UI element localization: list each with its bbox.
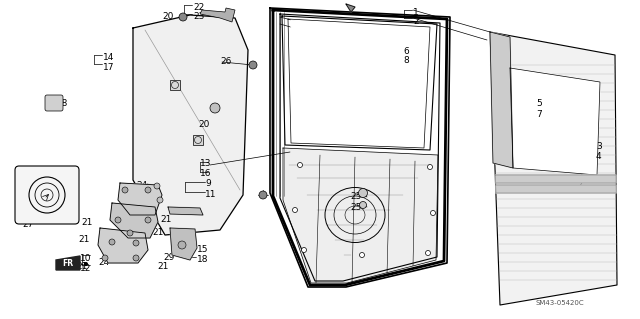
Text: 15: 15 bbox=[197, 245, 209, 254]
Circle shape bbox=[301, 248, 307, 253]
Circle shape bbox=[179, 13, 187, 21]
Text: 8: 8 bbox=[403, 56, 409, 65]
Text: 19: 19 bbox=[173, 207, 184, 216]
Text: 22: 22 bbox=[193, 3, 204, 12]
Text: 21: 21 bbox=[82, 218, 93, 227]
Text: SM43-05420C: SM43-05420C bbox=[535, 300, 584, 306]
Circle shape bbox=[178, 241, 186, 249]
Polygon shape bbox=[346, 4, 355, 12]
Text: 24: 24 bbox=[99, 258, 110, 267]
Polygon shape bbox=[56, 256, 80, 270]
Polygon shape bbox=[490, 32, 513, 168]
Circle shape bbox=[428, 165, 433, 169]
Circle shape bbox=[210, 103, 220, 113]
Polygon shape bbox=[490, 32, 617, 305]
Circle shape bbox=[360, 253, 365, 257]
Text: 17: 17 bbox=[103, 63, 115, 72]
Text: 9: 9 bbox=[205, 179, 211, 188]
Circle shape bbox=[133, 240, 139, 246]
Polygon shape bbox=[133, 15, 248, 235]
FancyBboxPatch shape bbox=[15, 166, 79, 224]
Text: 20: 20 bbox=[162, 12, 173, 21]
Text: 25: 25 bbox=[351, 203, 362, 212]
Polygon shape bbox=[170, 228, 197, 260]
Text: 21: 21 bbox=[160, 215, 172, 224]
Text: 13: 13 bbox=[200, 159, 211, 168]
Text: 25: 25 bbox=[351, 192, 362, 201]
Text: 12: 12 bbox=[79, 264, 91, 273]
Text: 21: 21 bbox=[157, 262, 168, 271]
Text: FR: FR bbox=[62, 259, 73, 269]
Circle shape bbox=[431, 211, 435, 216]
Text: 29: 29 bbox=[164, 253, 175, 262]
Text: 1: 1 bbox=[413, 8, 419, 17]
Polygon shape bbox=[118, 183, 162, 215]
Text: 20: 20 bbox=[198, 120, 209, 129]
Text: 10: 10 bbox=[79, 254, 91, 263]
Text: 3: 3 bbox=[596, 142, 602, 151]
Circle shape bbox=[127, 230, 133, 236]
Bar bbox=[193, 135, 203, 145]
Circle shape bbox=[298, 162, 303, 167]
Text: 5: 5 bbox=[536, 99, 541, 108]
Circle shape bbox=[122, 187, 128, 193]
Text: 21: 21 bbox=[79, 235, 90, 244]
Text: 16: 16 bbox=[200, 169, 211, 178]
Polygon shape bbox=[495, 185, 616, 193]
Polygon shape bbox=[200, 8, 235, 22]
Circle shape bbox=[249, 61, 257, 69]
Circle shape bbox=[259, 191, 267, 199]
Circle shape bbox=[102, 255, 108, 261]
Circle shape bbox=[145, 217, 151, 223]
Text: 21: 21 bbox=[77, 262, 88, 271]
Polygon shape bbox=[98, 228, 148, 263]
Text: 24: 24 bbox=[137, 181, 148, 190]
Text: 11: 11 bbox=[205, 190, 216, 199]
Text: 28: 28 bbox=[56, 99, 67, 108]
Polygon shape bbox=[510, 68, 600, 175]
Polygon shape bbox=[291, 20, 424, 146]
Circle shape bbox=[115, 217, 121, 223]
Text: 27: 27 bbox=[22, 220, 33, 229]
Text: 23: 23 bbox=[193, 12, 204, 21]
Text: 21: 21 bbox=[152, 228, 163, 237]
Circle shape bbox=[358, 189, 367, 197]
Polygon shape bbox=[283, 148, 438, 283]
Circle shape bbox=[154, 183, 160, 189]
Polygon shape bbox=[495, 175, 616, 183]
Polygon shape bbox=[168, 207, 203, 215]
Circle shape bbox=[109, 239, 115, 245]
Text: 18: 18 bbox=[197, 255, 209, 264]
Circle shape bbox=[133, 255, 139, 261]
Text: 6: 6 bbox=[403, 47, 409, 56]
Text: 4: 4 bbox=[596, 152, 602, 161]
Text: 26: 26 bbox=[220, 57, 232, 66]
FancyBboxPatch shape bbox=[45, 95, 63, 111]
Circle shape bbox=[426, 250, 431, 256]
Circle shape bbox=[360, 202, 367, 209]
Circle shape bbox=[145, 187, 151, 193]
Bar bbox=[170, 80, 180, 90]
Text: 14: 14 bbox=[103, 53, 115, 62]
Circle shape bbox=[157, 197, 163, 203]
Circle shape bbox=[292, 207, 298, 212]
Circle shape bbox=[84, 262, 88, 266]
Text: 2: 2 bbox=[413, 17, 419, 26]
Text: 7: 7 bbox=[536, 110, 541, 119]
Polygon shape bbox=[110, 203, 158, 238]
